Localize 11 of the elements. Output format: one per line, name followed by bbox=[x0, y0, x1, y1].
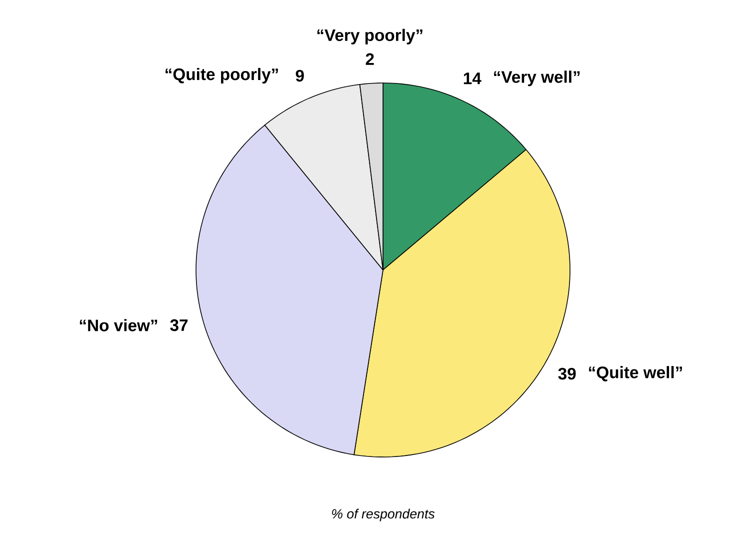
text: % of respondents bbox=[332, 508, 435, 522]
data-label: 9 bbox=[296, 70, 304, 82]
data-label: 37 bbox=[170, 319, 188, 332]
data-label: 14 bbox=[464, 72, 482, 84]
slice-label: “No view” bbox=[80, 319, 158, 332]
data-label: 39 bbox=[558, 368, 576, 380]
data-label: 2 bbox=[366, 53, 374, 65]
slice-label: “Quite well” bbox=[589, 366, 682, 382]
slice-label: “Very poorly” bbox=[317, 28, 422, 44]
slice-label: “Very well” bbox=[494, 70, 580, 86]
slice-label: “Quite poorly” bbox=[166, 68, 278, 84]
